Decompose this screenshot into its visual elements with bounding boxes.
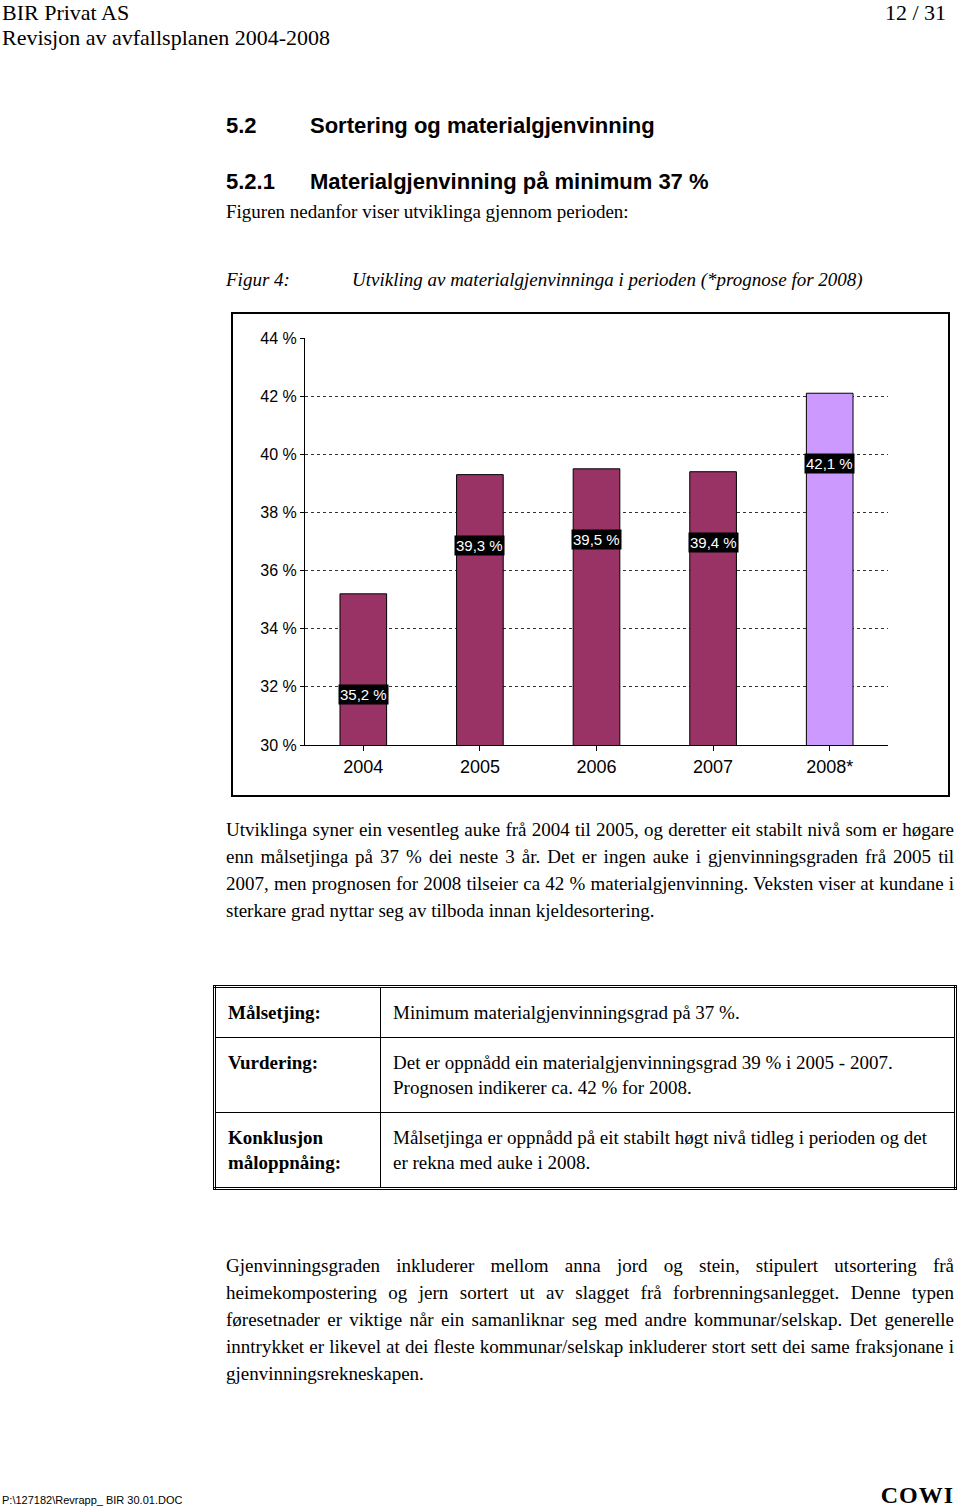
svg-text:2008*: 2008* (806, 757, 853, 777)
svg-text:42,1 %: 42,1 % (806, 455, 853, 472)
svg-text:32 %: 32 % (260, 678, 296, 695)
svg-text:36 %: 36 % (260, 562, 296, 579)
svg-text:39,3 %: 39,3 % (456, 537, 503, 554)
svg-text:40 %: 40 % (260, 446, 296, 463)
html-text:Utvikling av materialgjenvinni: Utvikling av materialgjenvinninga i peri… (352, 269, 863, 290)
svg-text:34 %: 34 % (260, 620, 296, 637)
svg-text:30 %: 30 % (260, 737, 296, 754)
svg-text:2004: 2004 (343, 757, 383, 777)
html-text:P:\127182\Revrapp_ BIR 30.01.D: P:\127182\Revrapp_ BIR 30.01.DOC (2, 1494, 183, 1506)
svg-text:38 %: 38 % (260, 504, 296, 521)
html-text:BIR Privat AS: BIR Privat AS (2, 0, 130, 25)
html-text:12 / 31: 12 / 31 (884, 0, 946, 25)
svg-text:44 %: 44 % (260, 330, 296, 347)
html-text:Figur 4:: Figur 4: (226, 269, 290, 290)
html-text:Målsetjinga er oppnådd på eit: Målsetjinga er oppnådd på eit stabilt hø… (393, 1127, 927, 1173)
svg-text:42 %: 42 % (260, 388, 296, 405)
html-text:Figuren nedanfor viser utvikli: Figuren nedanfor viser utviklinga gjenno… (226, 201, 629, 222)
html-text:5.2: 5.2 (226, 113, 257, 138)
html-text:Minimum materialgjenvinningsgr: Minimum materialgjenvinningsgrad på 37 %… (393, 1002, 740, 1023)
svg-text:2005: 2005 (460, 757, 500, 777)
html-text:Materialgjenvinning på minimum: Materialgjenvinning på minimum 37 % (310, 169, 709, 194)
svg-text:39,5 %: 39,5 % (573, 531, 620, 548)
html-text:Sortering og materialgjenvinni: Sortering og materialgjenvinning (310, 113, 655, 138)
html-text:Konklusjon måloppnåing:: Konklusjon måloppnåing: (228, 1127, 341, 1173)
html-text:Vurdering:: Vurdering: (228, 1052, 319, 1073)
html-text:Gjenvinningsgraden inkluderer: Gjenvinningsgraden inkluderer mellom ann… (226, 1255, 954, 1384)
svg-text:39,4 %: 39,4 % (690, 534, 737, 551)
html-text:Revisjon av avfallsplanen 2004: Revisjon av avfallsplanen 2004-2008 (2, 25, 331, 50)
svg-text:2006: 2006 (576, 757, 616, 777)
html-text:Utviklinga syner ein vesentleg: Utviklinga syner ein vesentleg auke frå … (226, 819, 954, 921)
html-text:Det er oppnådd ein materialgje: Det er oppnådd ein materialgjenvinningsg… (393, 1052, 893, 1098)
html-text:COWI: COWI (880, 1482, 954, 1508)
svg-text:35,2 %: 35,2 % (340, 686, 387, 703)
html-text:5.2.1: 5.2.1 (226, 169, 275, 194)
html-text:Målsetjing:: Målsetjing: (228, 1002, 321, 1023)
svg-text:2007: 2007 (693, 757, 733, 777)
